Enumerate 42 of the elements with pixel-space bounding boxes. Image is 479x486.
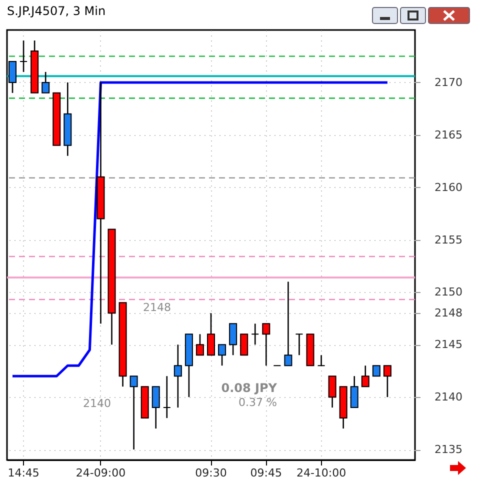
y-tick-label: 2140 — [434, 390, 462, 404]
y-tick-label: 2170 — [434, 76, 462, 89]
y-tick-label: 2135 — [434, 443, 462, 456]
y-tick-label: 2160 — [434, 180, 462, 194]
x-tick-label: 14:45 — [8, 466, 40, 480]
candlestick — [240, 334, 248, 356]
annotation: 0.08 JPY — [221, 381, 278, 395]
y-tick-label: 2155 — [434, 233, 462, 246]
y-tick-label: 2148 — [434, 306, 462, 320]
candlestick — [350, 375, 358, 408]
candlestick — [284, 281, 292, 366]
candlestick — [174, 344, 182, 408]
candlestick — [372, 365, 380, 377]
y-tick-label: 2165 — [434, 128, 462, 142]
x-tick-label: 24-09:00 — [76, 466, 126, 480]
x-tick-label: 09:45 — [250, 466, 282, 480]
candlestick — [8, 60, 17, 94]
x-tick-label: 09:30 — [195, 466, 227, 480]
candlestick — [218, 344, 226, 366]
candlestick — [196, 333, 204, 356]
candlestick — [295, 333, 304, 356]
candlestick — [328, 375, 336, 408]
y-tick-label: 2145 — [434, 338, 462, 352]
candlestick — [317, 354, 326, 366]
chart-title: S.JP.J4507, 3 Min — [7, 4, 106, 18]
candlestick — [383, 364, 392, 398]
candlestick — [152, 386, 160, 430]
candlestick — [42, 71, 50, 94]
line-series — [11, 81, 389, 378]
candlestick — [229, 323, 238, 356]
annotation: 0.37 % — [238, 396, 277, 409]
y-tick-label: 2150 — [434, 286, 462, 299]
candlestick — [20, 40, 28, 73]
candlestick — [207, 312, 215, 356]
candlestick — [361, 364, 370, 388]
x-tick-label: 24-10:00 — [296, 466, 346, 480]
candlestick — [162, 375, 171, 419]
candlestick — [251, 323, 260, 346]
annotation: 2140 — [83, 397, 111, 410]
candlestick — [130, 375, 138, 450]
candlestick — [262, 323, 270, 366]
annotation: 2148 — [143, 301, 171, 314]
